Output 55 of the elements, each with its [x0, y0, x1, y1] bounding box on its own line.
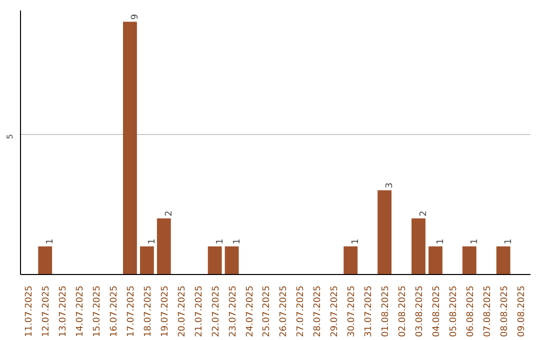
data-label: 1 [470, 238, 480, 244]
bar [208, 246, 222, 274]
x-tick-label: 24.07.2025 [245, 286, 256, 338]
x-tick-label: 02.08.2025 [398, 286, 408, 338]
data-label: 1 [232, 238, 242, 244]
x-tick-label: 28.07.2025 [313, 286, 324, 338]
x-tick-label: 26.07.2025 [279, 286, 290, 338]
x-tick-label: 27.07.2025 [296, 286, 306, 338]
data-label: 2 [164, 210, 174, 216]
data-label: 1 [147, 238, 158, 244]
x-tick-label: 25.07.2025 [262, 286, 272, 338]
x-tick-label: 14.07.2025 [76, 286, 86, 338]
bar [140, 246, 154, 274]
data-label: 9 [130, 14, 140, 20]
bar [496, 246, 510, 274]
x-tick-label: 06.08.2025 [466, 286, 476, 338]
x-tick-label: 13.07.2025 [58, 286, 69, 338]
bar [224, 246, 239, 274]
x-tick-label: 22.07.2025 [211, 286, 222, 338]
x-tick-label: 17.07.2025 [126, 286, 136, 338]
x-tick-label: 09.08.2025 [516, 286, 527, 338]
x-tick-label: 05.08.2025 [448, 286, 459, 338]
x-tick-label: 07.08.2025 [482, 286, 493, 338]
bar [344, 246, 358, 274]
x-tick-label: 12.07.2025 [42, 286, 52, 338]
bar [412, 218, 426, 274]
x-tick-label: 08.08.2025 [500, 286, 510, 338]
bar [156, 218, 171, 274]
x-tick-label: 20.07.2025 [177, 286, 188, 338]
x-tick-label: 30.07.2025 [347, 286, 358, 338]
x-tick-label: 03.08.2025 [414, 286, 425, 338]
data-label: 1 [46, 238, 56, 244]
x-tick-label: 15.07.2025 [92, 286, 103, 338]
x-tick-label: 04.08.2025 [432, 286, 442, 338]
x-tick-label: 11.07.2025 [24, 286, 35, 338]
data-label: 1 [215, 238, 226, 244]
data-label: 1 [436, 238, 446, 244]
bar [428, 246, 442, 274]
x-tick-label: 31.07.2025 [364, 286, 374, 338]
x-tick-label: 18.07.2025 [143, 286, 154, 338]
data-label: 3 [385, 182, 396, 188]
x-tick-label: 21.07.2025 [194, 286, 204, 338]
bar [462, 246, 476, 274]
bar [123, 22, 137, 274]
x-tick-label: 29.07.2025 [330, 286, 340, 338]
x-tick-label: 19.07.2025 [160, 286, 170, 338]
data-label: 2 [418, 210, 429, 216]
x-tick-label: 16.07.2025 [109, 286, 120, 338]
bar [38, 246, 52, 274]
data-label: 1 [504, 238, 514, 244]
bar [378, 190, 392, 274]
y-tick-label: 5 [6, 134, 14, 140]
x-tick-label: 23.07.2025 [228, 286, 238, 338]
data-label: 1 [351, 238, 362, 244]
x-tick-label: 01.08.2025 [381, 286, 392, 338]
